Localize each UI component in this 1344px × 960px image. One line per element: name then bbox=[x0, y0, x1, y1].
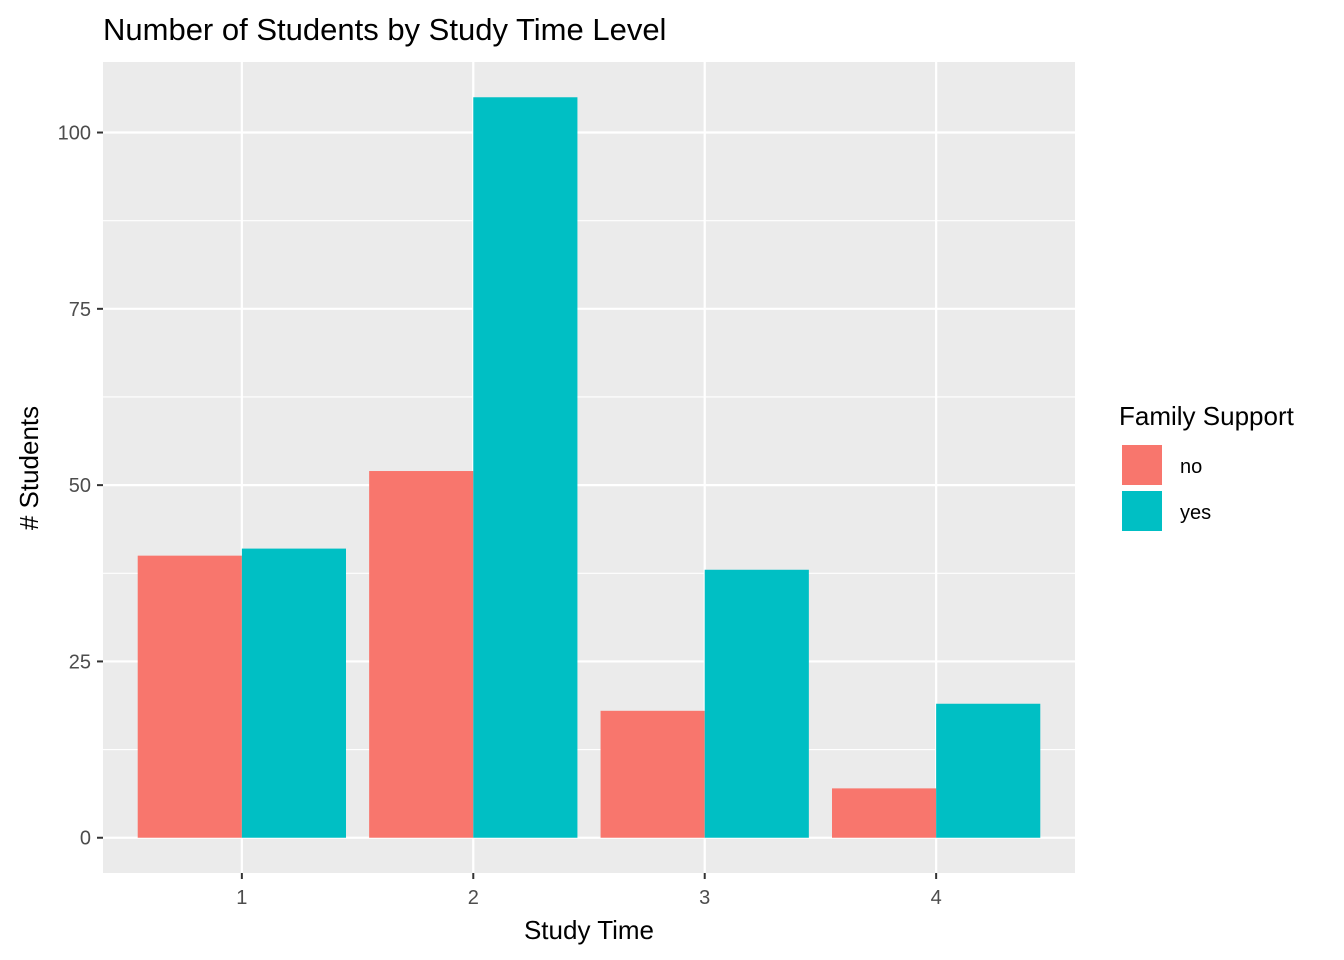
legend-key-yes bbox=[1120, 489, 1164, 533]
bar-yes-3 bbox=[704, 569, 809, 838]
legend-label-yes: yes bbox=[1180, 502, 1211, 524]
x-tick-label: 1 bbox=[236, 887, 247, 909]
chart-title: Number of Students by Study Time Level bbox=[103, 12, 666, 47]
x-axis-title: Study Time bbox=[524, 915, 654, 945]
bar-no-3 bbox=[600, 710, 705, 838]
x-tick-label: 3 bbox=[699, 887, 710, 909]
x-tick-label: 4 bbox=[931, 887, 942, 909]
legend-label-no: no bbox=[1180, 456, 1202, 478]
bar-yes-2 bbox=[473, 97, 578, 838]
bar-no-1 bbox=[137, 555, 242, 838]
y-tick-label: 100 bbox=[58, 123, 91, 145]
legend-items: no yes bbox=[1120, 443, 1211, 533]
x-tick-label: 2 bbox=[468, 887, 479, 909]
bar-yes-4 bbox=[936, 703, 1041, 838]
y-tick-label: 0 bbox=[80, 828, 91, 850]
bar-no-2 bbox=[369, 471, 474, 838]
x-axis-ticks: 1 2 3 4 bbox=[236, 873, 942, 909]
legend-title: Family Support bbox=[1119, 401, 1295, 431]
bar-yes-1 bbox=[241, 548, 346, 838]
bar-no-4 bbox=[832, 788, 937, 838]
legend-key-no bbox=[1120, 443, 1164, 487]
y-axis-ticks: 0 25 50 75 100 bbox=[58, 123, 103, 850]
legend: Family Support no yes bbox=[1119, 401, 1295, 533]
y-tick-label: 50 bbox=[69, 475, 91, 497]
bars bbox=[137, 97, 1041, 838]
y-axis-title: # Students bbox=[14, 406, 44, 530]
y-tick-label: 25 bbox=[69, 651, 91, 673]
y-tick-label: 75 bbox=[69, 299, 91, 321]
